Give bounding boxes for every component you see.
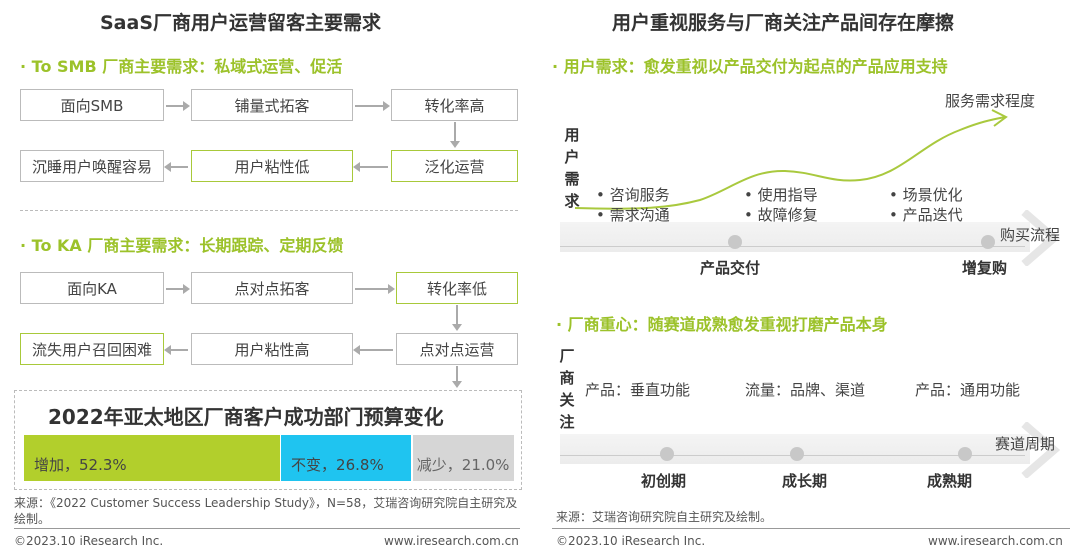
chart-title: 2022年亚太地区厂商客户成功部门预算变化 xyxy=(48,405,444,429)
axis-label: 购买流程 xyxy=(1000,226,1061,244)
milestone-dot xyxy=(790,447,804,461)
curve-label: 服务需求程度 xyxy=(945,92,1036,110)
flow-box: 沉睡用户唤醒容易 xyxy=(20,150,164,182)
vendor-vlabel: 厂商关注 xyxy=(559,347,575,431)
arrow-left-icon xyxy=(353,163,388,171)
user-header: · 用户需求：愈发重视以产品交付为起点的产品应用支持 xyxy=(552,57,948,76)
bullet-group: • 使用指导 • 故障修复 xyxy=(744,185,818,225)
arrow-down-icon xyxy=(453,305,461,331)
focus-item: 产品：垂直功能 xyxy=(585,381,691,399)
arrow-left-icon xyxy=(164,346,188,354)
right-source: 来源：艾瑞咨询研究院自主研究及绘制。 xyxy=(556,510,773,524)
flow-box: 用户粘性高 xyxy=(191,333,353,365)
bar-0: 增加，52.3% xyxy=(24,435,280,481)
axis-arrow-icon xyxy=(1021,422,1060,478)
bullet-item: • 故障修复 xyxy=(744,206,818,224)
ka-header: · To KA 厂商主要需求：长期跟踪、定期反馈 xyxy=(20,236,344,255)
focus-item: 流量：品牌、渠道 xyxy=(745,381,866,399)
smb-header: · To SMB 厂商主要需求：私域式运营、促活 xyxy=(20,57,343,76)
flow-box: 流失用户召回困难 xyxy=(20,333,164,365)
user-vlabel: 用户需求 xyxy=(564,126,580,210)
flow-box: 面向KA xyxy=(20,272,164,304)
service-demand-curve xyxy=(574,109,1008,210)
arrow-right-icon xyxy=(166,285,190,293)
arrow-left-icon xyxy=(164,163,188,171)
bar-2: 减少，21.0% xyxy=(412,435,515,481)
arrow-down-icon xyxy=(453,366,461,388)
arrow-right-icon xyxy=(355,102,390,110)
milestone-label: 产品交付 xyxy=(700,259,761,277)
axis-arrow-icon xyxy=(1021,210,1060,266)
flow-box: 泛化运营 xyxy=(391,150,518,182)
milestone-label: 成长期 xyxy=(782,472,828,490)
bullet-group: • 咨询服务 • 需求沟通 xyxy=(596,185,670,225)
divider xyxy=(20,210,518,211)
vendor-header: · 厂商重心：随赛道成熟愈发重视打磨产品本身 xyxy=(556,315,888,334)
flow-box: 转化率低 xyxy=(396,272,518,304)
bullet-item: • 场景优化 xyxy=(889,186,963,204)
bullet-group: • 场景优化 • 产品迭代 xyxy=(889,185,963,225)
milestone-dot xyxy=(660,447,674,461)
copyright: ©2023.10 iResearch Inc. xyxy=(556,534,706,548)
left-source: 来源：《2022 Customer Success Leadership Stu… xyxy=(14,496,518,526)
copyright: ©2023.10 iResearch Inc. xyxy=(14,534,164,548)
arrow-left-icon xyxy=(353,346,393,354)
right-title: 用户重视服务与厂商关注产品间存在摩擦 xyxy=(612,12,955,34)
budget-chart-frame xyxy=(14,390,522,490)
bullet-item: • 产品迭代 xyxy=(889,206,963,224)
divider xyxy=(552,528,1070,529)
axis-line xyxy=(560,246,1025,247)
flow-box: 用户粘性低 xyxy=(191,150,353,182)
flow-box: 转化率高 xyxy=(391,89,518,121)
arrow-down-icon xyxy=(451,122,459,148)
bullet-item: • 咨询服务 xyxy=(596,186,670,204)
process-band xyxy=(560,222,1030,252)
flow-box: 点对点运营 xyxy=(396,333,518,365)
axis-label: 赛道周期 xyxy=(995,435,1056,453)
bullet-item: • 使用指导 xyxy=(744,186,818,204)
arrow-right-icon xyxy=(166,102,190,110)
flow-box: 面向SMB xyxy=(20,89,164,121)
milestone-dot xyxy=(728,235,742,249)
divider xyxy=(14,528,520,529)
milestone-label: 成熟期 xyxy=(927,472,973,490)
flow-box: 点对点拓客 xyxy=(191,272,353,304)
milestone-label: 增复购 xyxy=(962,259,1008,277)
flow-box: 铺量式拓客 xyxy=(191,89,353,121)
bullet-item: • 需求沟通 xyxy=(596,206,670,224)
arrow-right-icon xyxy=(355,285,395,293)
bar-1: 不变，26.8% xyxy=(281,435,412,481)
focus-item: 产品：通用功能 xyxy=(915,381,1021,399)
website-link[interactable]: www.iresearch.com.cn xyxy=(384,534,519,548)
website-link[interactable]: www.iresearch.com.cn xyxy=(928,534,1063,548)
milestone-dot xyxy=(958,447,972,461)
left-title: SaaS厂商用户运营留客主要需求 xyxy=(100,12,382,34)
milestone-dot xyxy=(981,235,995,249)
milestone-label: 初创期 xyxy=(641,472,687,490)
